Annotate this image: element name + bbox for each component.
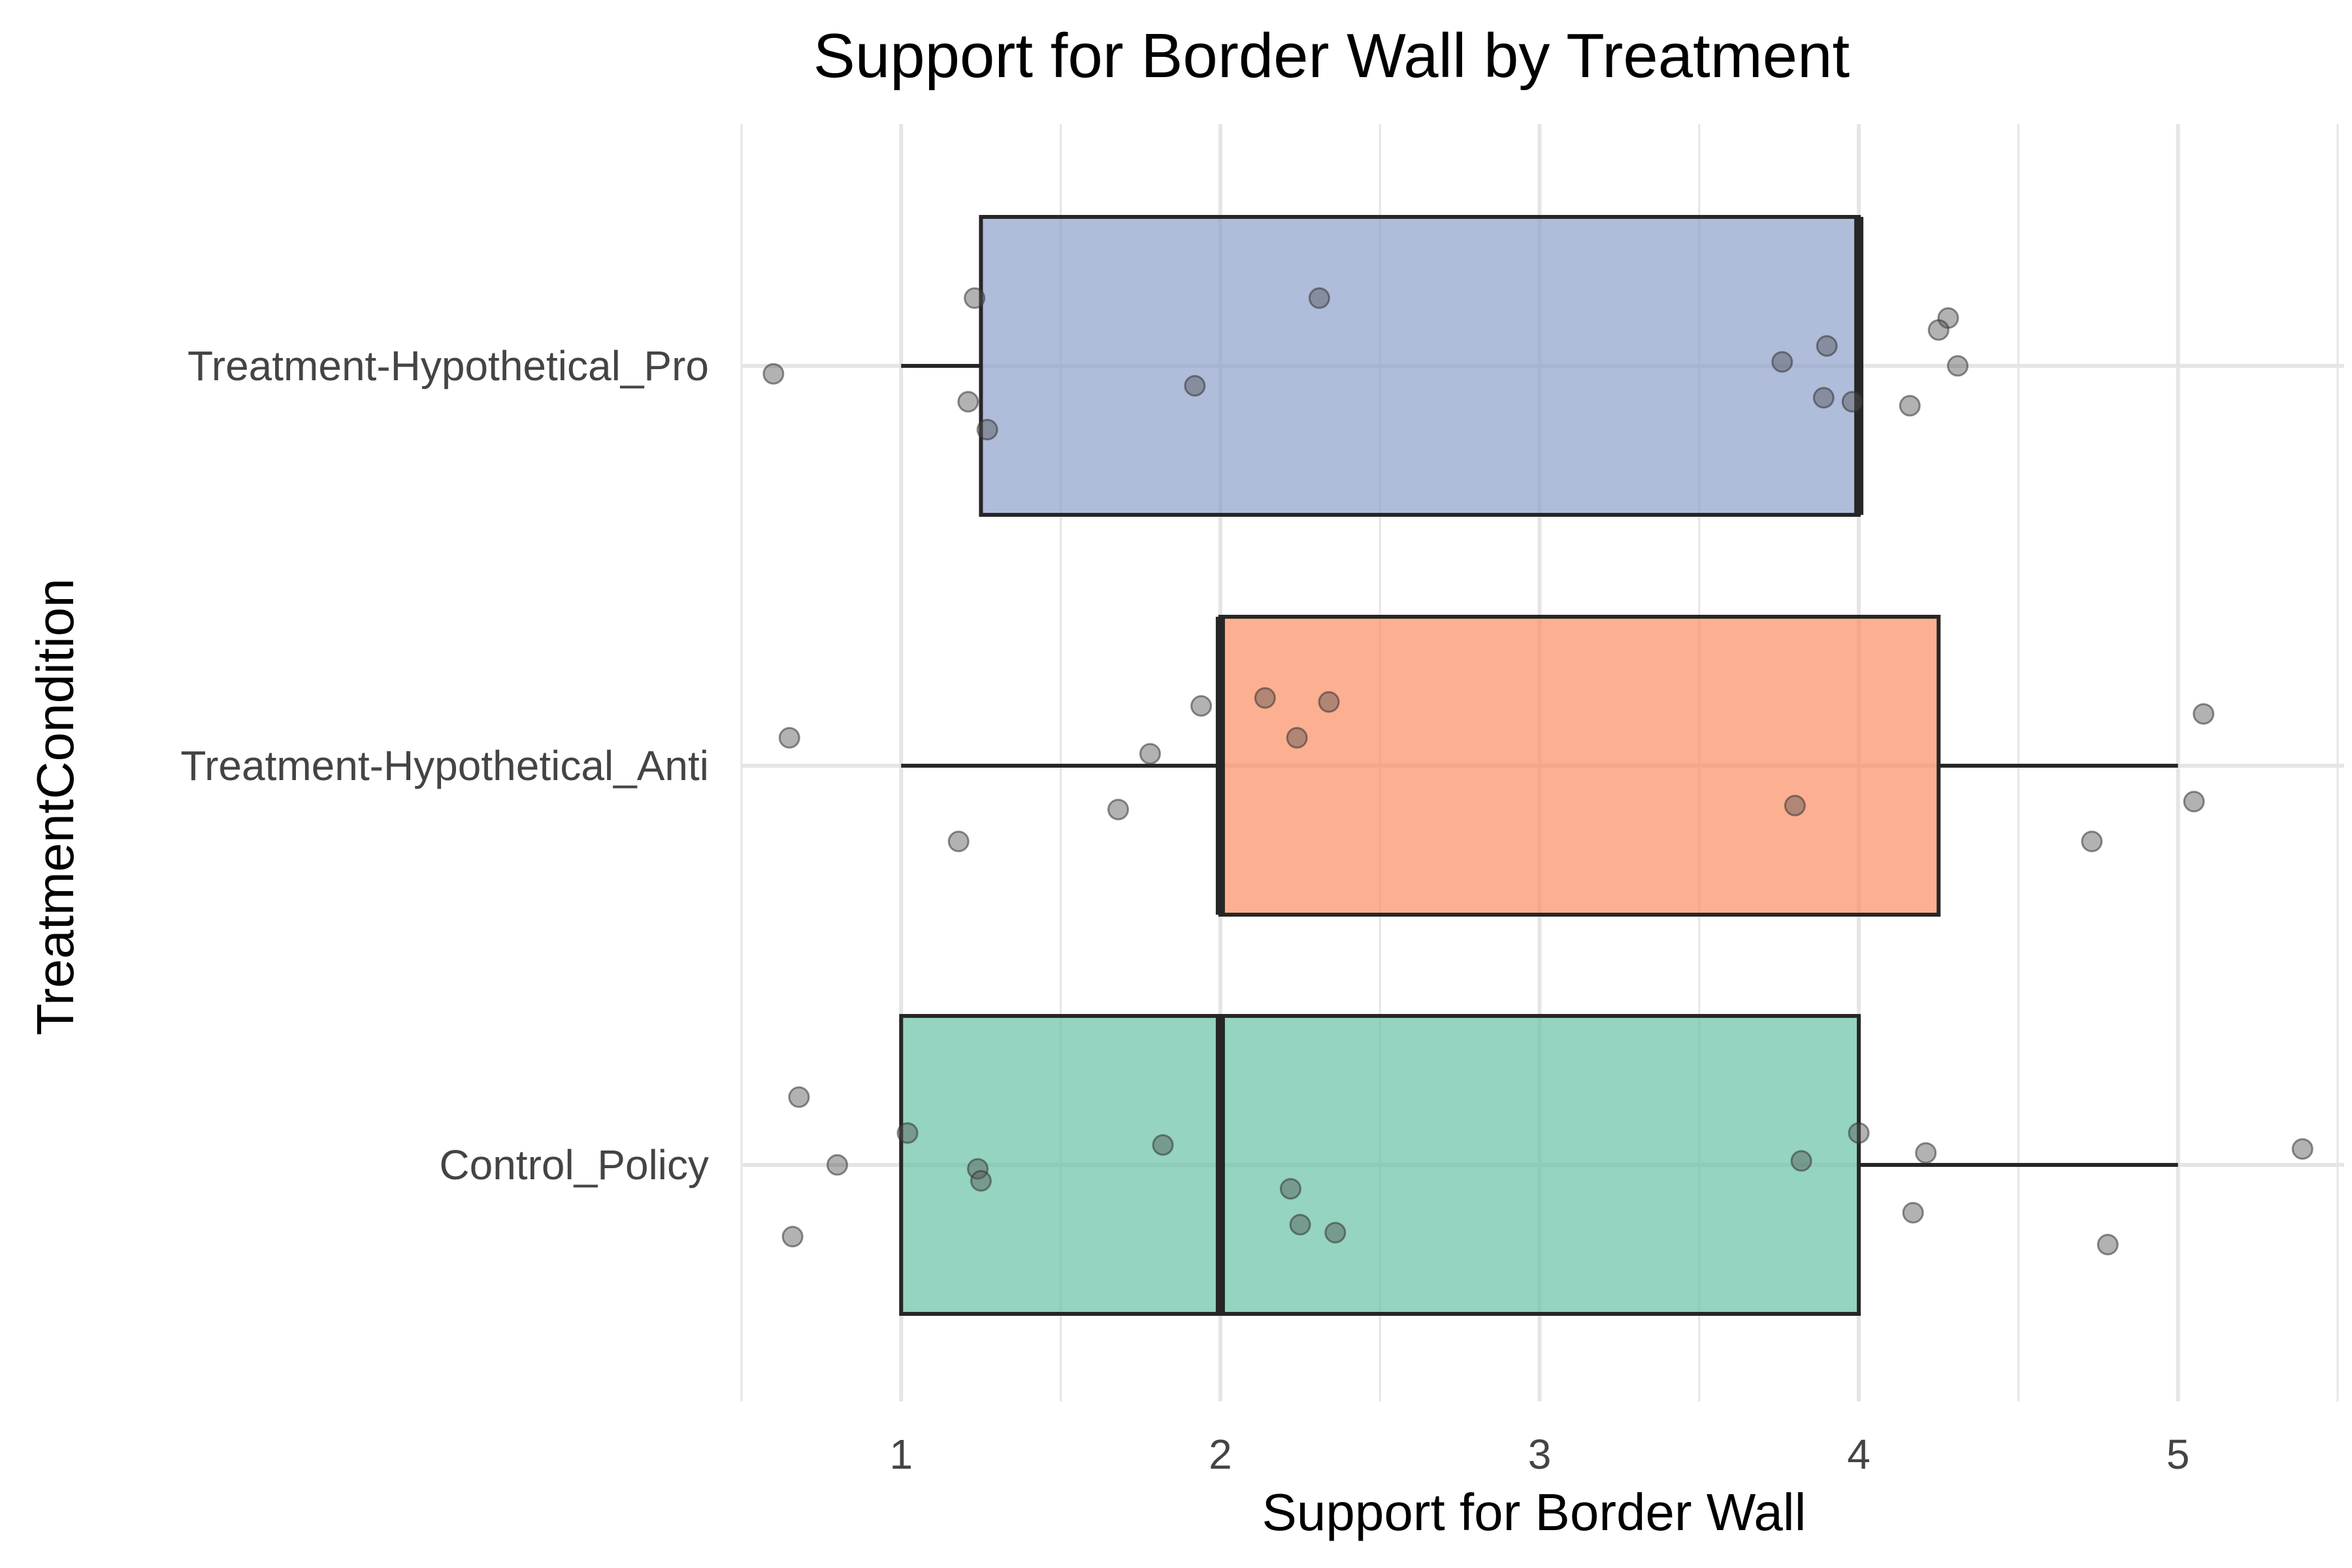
data-point: [1812, 387, 1835, 409]
x-tick-label: 3: [1528, 1431, 1552, 1478]
box-layer: [899, 215, 2178, 1316]
data-point: [1841, 391, 1863, 413]
data-point: [1324, 1222, 1347, 1244]
data-point: [1915, 1142, 1937, 1164]
data-point: [1184, 375, 1206, 397]
data-point: [1254, 687, 1276, 709]
data-point: [1784, 794, 1806, 817]
data-point: [1152, 1134, 1174, 1156]
data-point: [1286, 727, 1308, 749]
box-iqr: [979, 215, 1861, 517]
data-point: [1139, 743, 1161, 765]
data-point: [1947, 355, 1969, 377]
data-point: [788, 1086, 810, 1108]
data-point: [964, 287, 986, 309]
data-point: [1308, 287, 1330, 309]
data-point: [2193, 703, 2215, 725]
y-tick-label: Treatment-Hypothetical_Anti: [180, 742, 709, 789]
data-point: [781, 1226, 804, 1248]
data-point: [826, 1154, 849, 1176]
data-point: [947, 830, 970, 853]
data-point: [1902, 1201, 1924, 1224]
box-iqr: [899, 1014, 1861, 1316]
data-point: [1318, 691, 1340, 713]
data-point: [2097, 1233, 2119, 1256]
data-point: [762, 363, 785, 385]
y-tick-label: Control_Policy: [439, 1141, 709, 1188]
data-point: [1107, 798, 1130, 821]
data-point: [1190, 695, 1213, 717]
data-point: [2291, 1138, 2313, 1160]
chart-title: Support for Border Wall by Treatment: [813, 21, 1850, 91]
data-point: [896, 1122, 919, 1144]
data-point: [957, 391, 979, 413]
x-tick-label: 1: [890, 1431, 913, 1478]
data-point: [1771, 351, 1793, 373]
data-point: [1279, 1178, 1301, 1200]
point-layer: [762, 287, 2313, 1256]
x-tick-label: 4: [1847, 1431, 1870, 1478]
data-point: [2081, 830, 2103, 853]
data-point: [1816, 335, 1838, 357]
data-point: [976, 419, 998, 441]
data-point: [1790, 1150, 1812, 1172]
data-point: [1899, 395, 1921, 417]
axis-layer: 1 2 3 4 5 Treatment-Hypothetical_Pro Treatment…: [180, 342, 2189, 1478]
x-tick-label: 5: [2166, 1431, 2190, 1478]
data-point: [1927, 319, 1950, 341]
y-tick-label: Treatment-Hypothetical_Pro: [188, 342, 709, 389]
data-point: [778, 727, 800, 749]
data-point: [1848, 1122, 1870, 1144]
data-point: [2183, 791, 2205, 813]
data-point: [970, 1169, 992, 1192]
data-point: [1289, 1214, 1311, 1235]
x-tick-label: 2: [1209, 1431, 1232, 1478]
x-axis-label: Support for Border Wall: [1262, 1483, 1806, 1541]
box-iqr: [1218, 615, 1941, 917]
y-axis-label: TreatmentCondition: [26, 578, 84, 1036]
